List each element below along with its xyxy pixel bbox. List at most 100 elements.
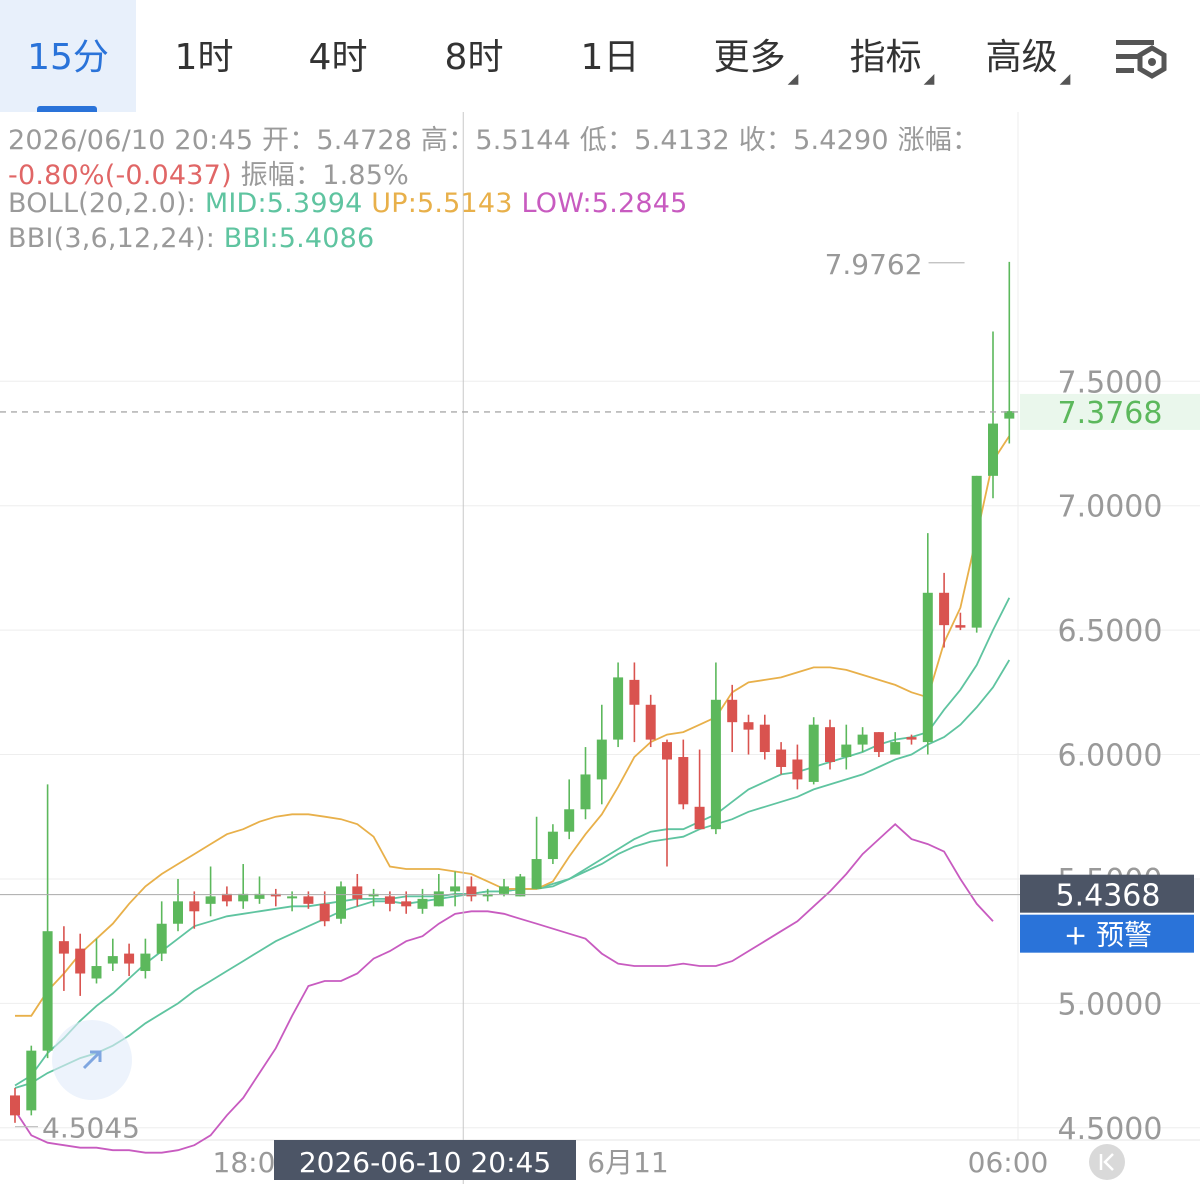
- candle-body: [743, 722, 754, 730]
- tab-label: 高级: [985, 37, 1058, 78]
- jump-to-start-icon: [1099, 1153, 1114, 1171]
- candle-body: [303, 896, 314, 904]
- candle-body: [808, 724, 819, 782]
- candle-up: [547, 824, 558, 865]
- chart-settings-icon[interactable]: [1112, 34, 1172, 84]
- min-label: 4.5045: [42, 1112, 140, 1145]
- candle-up: [417, 888, 428, 914]
- candle-down: [75, 933, 86, 996]
- timeframe-tabs: 15分 1时 4时 8时 1日 更多◢ 指标◢ 高级◢: [0, 0, 1200, 112]
- candle-up: [841, 724, 852, 770]
- candle-body: [10, 1095, 20, 1116]
- candle-body: [254, 893, 265, 899]
- candle-up: [564, 779, 575, 840]
- candle-up: [499, 878, 509, 897]
- candle-down: [58, 926, 69, 991]
- tab-15m[interactable]: 15分: [0, 0, 136, 112]
- dropdown-corner-icon: ◢: [1059, 71, 1071, 87]
- tab-1d[interactable]: 1日: [548, 0, 672, 112]
- candle-body: [515, 876, 526, 897]
- candle-body: [890, 742, 901, 755]
- active-tab-indicator: [37, 106, 97, 112]
- bbi-line: BBI(3,6,12,24): BBI:5.4086: [8, 223, 374, 254]
- candle-up: [1004, 261, 1015, 444]
- candle-body: [645, 704, 656, 740]
- more-dropdown[interactable]: 更多◢: [700, 0, 812, 112]
- candle-down: [694, 749, 705, 830]
- candle-up: [450, 871, 461, 907]
- candle-down: [189, 891, 200, 929]
- candle-down: [939, 572, 950, 648]
- price-alert-button[interactable]: [1020, 914, 1194, 953]
- candle-body: [727, 699, 738, 723]
- candle-body: [58, 941, 69, 954]
- change-value: -0.80%(-0.0437): [8, 160, 232, 191]
- candle-up: [515, 873, 526, 897]
- candle-body: [238, 893, 249, 902]
- candle-body: [662, 742, 672, 760]
- candle-down: [776, 742, 787, 775]
- candle-body: [873, 732, 884, 753]
- candle-up: [890, 732, 901, 755]
- candle-body: [776, 749, 787, 767]
- tab-4h[interactable]: 4时: [276, 0, 400, 112]
- candle-body: [906, 737, 917, 740]
- candle-down: [319, 891, 330, 927]
- candle-body: [26, 1050, 37, 1111]
- close-value: 5.4290: [793, 125, 889, 156]
- candle-body: [955, 625, 966, 628]
- candle-up: [42, 784, 53, 1059]
- candle-up: [433, 873, 444, 907]
- candle-up: [254, 876, 265, 904]
- y-tick-label: 7.0000: [1058, 490, 1163, 525]
- price-alert-label: + 预警: [1064, 919, 1152, 952]
- candle-body: [596, 739, 607, 780]
- tab-8h[interactable]: 8时: [412, 0, 536, 112]
- candle-body: [401, 901, 412, 907]
- candle-body: [531, 859, 542, 889]
- crosshair-price-badge: [1020, 874, 1194, 913]
- candle-down: [352, 873, 363, 907]
- bbi-label: BBI(3,6,12,24):: [8, 223, 215, 254]
- candle-body: [759, 724, 770, 753]
- candle-down: [645, 694, 656, 748]
- candle-body: [710, 699, 721, 830]
- tab-label: 1日: [580, 37, 640, 78]
- jump-to-latest-button[interactable]: [1089, 1144, 1125, 1180]
- tab-label: 指标: [849, 37, 922, 78]
- candle-body: [156, 923, 167, 954]
- candle-body: [613, 677, 624, 740]
- candle-up: [808, 717, 819, 785]
- candle-body: [939, 592, 950, 626]
- dropdown-corner-icon: ◢: [787, 71, 799, 87]
- candle-body: [694, 806, 705, 830]
- candle-body: [221, 893, 232, 902]
- change-label: 涨幅：: [897, 125, 980, 156]
- candle-down: [727, 684, 738, 753]
- indicators-dropdown[interactable]: 指标◢: [836, 0, 948, 112]
- boll-mid-line: [14, 597, 1011, 1087]
- max-label: 7.9762: [825, 248, 923, 281]
- candle-up: [205, 866, 216, 917]
- candle-up: [531, 816, 542, 889]
- candle-up: [156, 901, 167, 962]
- candle-body: [319, 903, 330, 922]
- candle-body: [417, 898, 428, 909]
- candle-body: [1004, 411, 1015, 419]
- candle-down: [825, 719, 835, 770]
- last-price-badge: [1020, 393, 1200, 430]
- tab-label: 4时: [308, 37, 368, 78]
- amplitude-value: 1.85%: [322, 160, 409, 191]
- crosshair-time-badge: [274, 1140, 576, 1180]
- y-tick-label: 4.5000: [1058, 1112, 1163, 1147]
- boll-up-value: UP:5.5143: [371, 188, 513, 219]
- candle-body: [841, 744, 852, 758]
- candle-up: [91, 938, 102, 984]
- tab-1h[interactable]: 1时: [142, 0, 266, 112]
- candle-down: [678, 739, 689, 810]
- candle-body: [384, 896, 395, 904]
- candle-down: [906, 734, 917, 745]
- boll-low-value: LOW:5.2845: [521, 188, 688, 219]
- advanced-dropdown[interactable]: 高级◢: [972, 0, 1084, 112]
